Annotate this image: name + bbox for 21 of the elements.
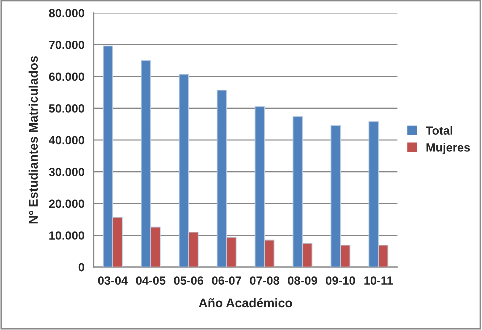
y-tick-label: 80.000 [49, 9, 84, 18]
y-tick-label: 20.000 [49, 200, 84, 208]
x-tick-label: 05-06 [174, 276, 204, 285]
y-tick-label: 60.000 [49, 72, 84, 82]
legend-label: Mujeres [426, 143, 470, 154]
x-tick-label: 04-05 [136, 276, 166, 285]
y-tick-label: 0 [78, 263, 84, 272]
x-tick-label: 09-10 [326, 276, 356, 285]
x-tick-label: 08-09 [288, 276, 318, 285]
x-tick-label: 07-08 [250, 276, 280, 285]
y-tick-label: 50.000 [49, 104, 84, 113]
x-axis-title: Año Académico [199, 298, 292, 308]
x-tick-label: 06-07 [212, 276, 242, 285]
y-tick-label: 10.000 [50, 232, 84, 240]
y-tick-label: 30.000 [49, 168, 84, 176]
x-tick-label: 03-04 [98, 276, 128, 286]
x-tick-label: 10-11 [364, 276, 394, 285]
y-tick-label: 40.000 [49, 136, 84, 145]
y-axis-title: Nº Estudiantes Matriculados [28, 56, 38, 224]
y-tick-label: 70.000 [49, 40, 84, 50]
legend-label: Total [426, 126, 452, 135]
